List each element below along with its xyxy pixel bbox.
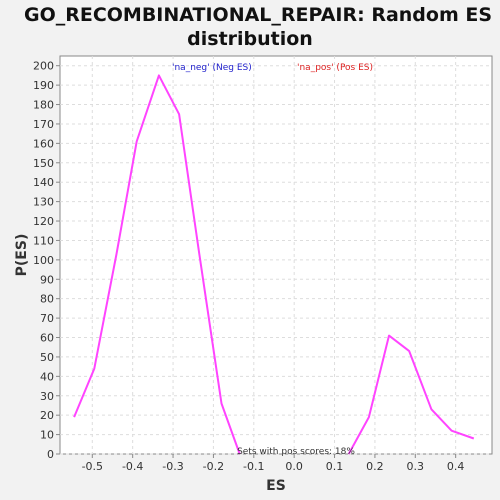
y-tick-label: 170 [33,118,54,131]
x-tick-label: -0.2 [203,460,224,473]
legend-entry-neg: 'na_neg' (Neg ES) [172,63,252,73]
y-tick-label: 200 [33,60,54,73]
series-line-0 [73,74,241,455]
y-tick-label: 50 [40,351,54,364]
chart-title-line1: GO_RECOMBINATIONAL_REPAIR: Random ES [24,4,492,26]
pos-scores-annotation: Sets with pos scores: 18% [237,447,355,457]
series-lines [73,74,475,455]
y-tick-label: 30 [40,390,54,403]
y-tick-label: 10 [40,429,54,442]
plot-area [59,55,493,455]
y-tick-label: 140 [33,176,54,189]
y-tick-label: 180 [33,99,54,112]
x-tick-label: -0.5 [82,460,103,473]
x-tick-label: 0.0 [285,460,303,473]
y-axis-label: P(ES) [14,234,30,277]
y-tick-label: 70 [40,312,54,325]
x-tick-label: -0.4 [122,460,143,473]
x-tick-label: 0.3 [407,460,425,473]
x-tick-label: -0.1 [243,460,264,473]
x-tick-label: 0.1 [326,460,344,473]
legend-entry-pos: 'na_pos' (Pos ES) [297,63,373,73]
y-tick-label: 160 [33,137,54,150]
x-tick-label: -0.3 [162,460,183,473]
y-tick-label: 110 [33,234,54,247]
chart-title-line2: distribution [187,28,313,50]
y-tick-label: 100 [33,254,54,267]
y-tick-label: 20 [40,409,54,422]
x-axis-label: ES [266,478,286,494]
y-axis: 0 10 20 30 40 50 60 70 80 90 100 110 120 130 140 150 160… [33,60,60,461]
y-tick-label: 40 [40,370,54,383]
y-tick-label: 130 [33,196,54,209]
series-line-1 [347,334,475,455]
y-tick-label: 60 [40,332,54,345]
x-tick-label: 0.4 [447,460,465,473]
y-tick-label: 0 [47,448,54,461]
y-tick-label: 150 [33,157,54,170]
y-tick-label: 80 [40,293,54,306]
y-tick-label: 120 [33,215,54,228]
x-tick-label: 0.2 [366,460,384,473]
x-axis: -0.5 -0.4 -0.3 -0.2 -0.1 0.0 0.1 0.2 0.3 0.4 [82,454,465,473]
y-tick-label: 190 [33,79,54,92]
y-tick-label: 90 [40,273,54,286]
grid-lines [60,56,492,455]
